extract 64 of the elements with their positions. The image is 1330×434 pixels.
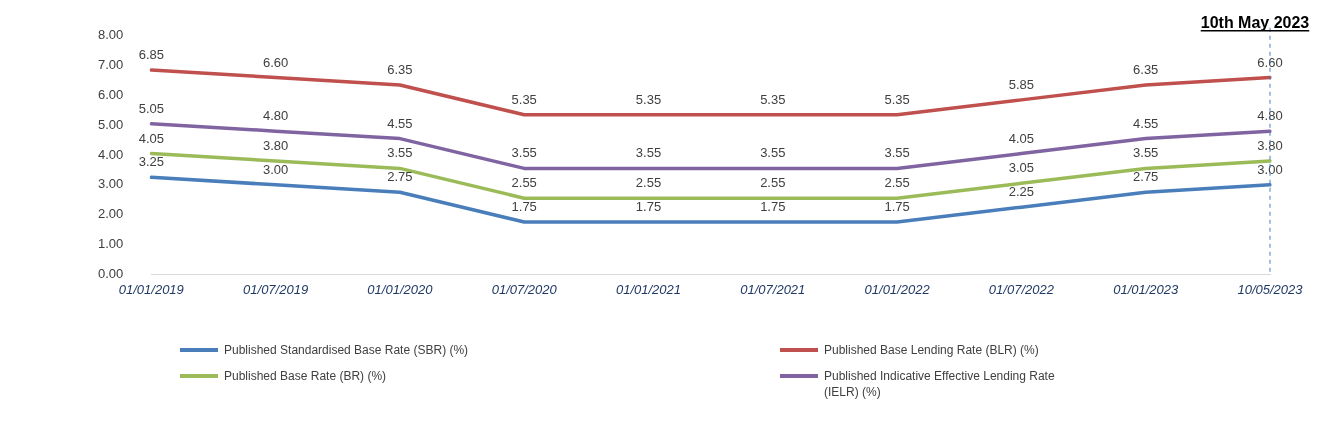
y-tick-label: 7.00 bbox=[97, 57, 124, 73]
data-label: 5.85 bbox=[1008, 76, 1035, 92]
x-tick-label: 10/05/2023 bbox=[1237, 281, 1304, 297]
data-label: 5.35 bbox=[511, 91, 537, 107]
y-tick-label: 8.00 bbox=[97, 27, 124, 43]
x-tick-label: 01/01/2020 bbox=[367, 281, 434, 297]
data-label: 3.00 bbox=[1257, 161, 1283, 177]
y-tick-label: 1.00 bbox=[97, 235, 124, 251]
data-label: 3.55 bbox=[387, 145, 413, 161]
data-label: 1.75 bbox=[635, 199, 662, 215]
data-label: 1.75 bbox=[884, 199, 910, 215]
data-label: 2.75 bbox=[1133, 169, 1159, 185]
data-label: 2.25 bbox=[1008, 184, 1035, 200]
y-tick-label: 5.00 bbox=[97, 116, 124, 132]
data-label: 6.60 bbox=[1257, 54, 1283, 70]
data-label: 3.05 bbox=[1008, 160, 1035, 176]
data-label: 4.05 bbox=[138, 130, 164, 146]
data-label: 3.80 bbox=[1257, 138, 1283, 154]
x-tick-label: 01/01/2021 bbox=[615, 281, 682, 297]
y-tick-label: 4.00 bbox=[97, 146, 124, 162]
data-label: 5.05 bbox=[138, 100, 164, 116]
data-label: 1.75 bbox=[760, 199, 786, 215]
data-label: 4.55 bbox=[1133, 115, 1159, 131]
legend-label: Published Base Rate (BR) (%) bbox=[224, 368, 387, 384]
data-label: 2.55 bbox=[760, 175, 786, 191]
data-label: 3.55 bbox=[760, 145, 786, 161]
data-label: 2.55 bbox=[635, 175, 662, 191]
data-label: 2.55 bbox=[884, 175, 910, 191]
data-label: 3.55 bbox=[511, 145, 537, 161]
x-tick-label: 01/07/2021 bbox=[740, 281, 806, 297]
data-label: 6.35 bbox=[387, 62, 413, 78]
legend-label: Published Indicative Effective Lending Rate (IELR) (%) bbox=[824, 368, 1056, 400]
data-label: 5.35 bbox=[635, 91, 662, 107]
data-label: 6.60 bbox=[262, 54, 289, 70]
data-label: 2.55 bbox=[511, 175, 537, 191]
data-label: 5.35 bbox=[884, 91, 910, 107]
x-tick-label: 01/01/2019 bbox=[118, 281, 184, 297]
data-label: 4.55 bbox=[387, 115, 413, 131]
x-tick-label: 01/07/2019 bbox=[243, 281, 309, 297]
data-label: 3.55 bbox=[635, 145, 662, 161]
x-tick-label: 01/01/2023 bbox=[1113, 281, 1179, 297]
x-tick-label: 01/07/2022 bbox=[988, 281, 1055, 297]
data-label: 1.75 bbox=[511, 199, 537, 215]
data-label: 3.80 bbox=[262, 138, 289, 154]
data-label: 3.55 bbox=[1133, 145, 1159, 161]
data-label: 3.00 bbox=[262, 161, 289, 177]
y-tick-label: 6.00 bbox=[97, 86, 124, 102]
y-tick-label: 2.00 bbox=[97, 206, 124, 222]
data-label: 2.75 bbox=[387, 169, 413, 185]
data-label: 6.85 bbox=[138, 47, 164, 63]
y-tick-label: 3.00 bbox=[97, 176, 124, 192]
ref-line-label: 10th May 2023 bbox=[1200, 14, 1310, 31]
data-label: 4.80 bbox=[1257, 108, 1283, 124]
data-label: 3.25 bbox=[138, 154, 164, 170]
data-label: 5.35 bbox=[760, 91, 786, 107]
legend-label: Published Standardised Base Rate (SBR) (%) bbox=[224, 342, 469, 358]
legend-label: Published Base Lending Rate (BLR) (%) bbox=[824, 342, 1039, 358]
x-tick-label: 01/07/2020 bbox=[491, 281, 558, 297]
data-label: 3.55 bbox=[884, 145, 910, 161]
data-label: 4.80 bbox=[262, 108, 289, 124]
y-tick-label: 0.00 bbox=[97, 265, 124, 281]
data-label: 4.05 bbox=[1008, 130, 1035, 146]
x-tick-label: 01/01/2022 bbox=[864, 281, 931, 297]
data-label: 6.35 bbox=[1133, 62, 1159, 78]
